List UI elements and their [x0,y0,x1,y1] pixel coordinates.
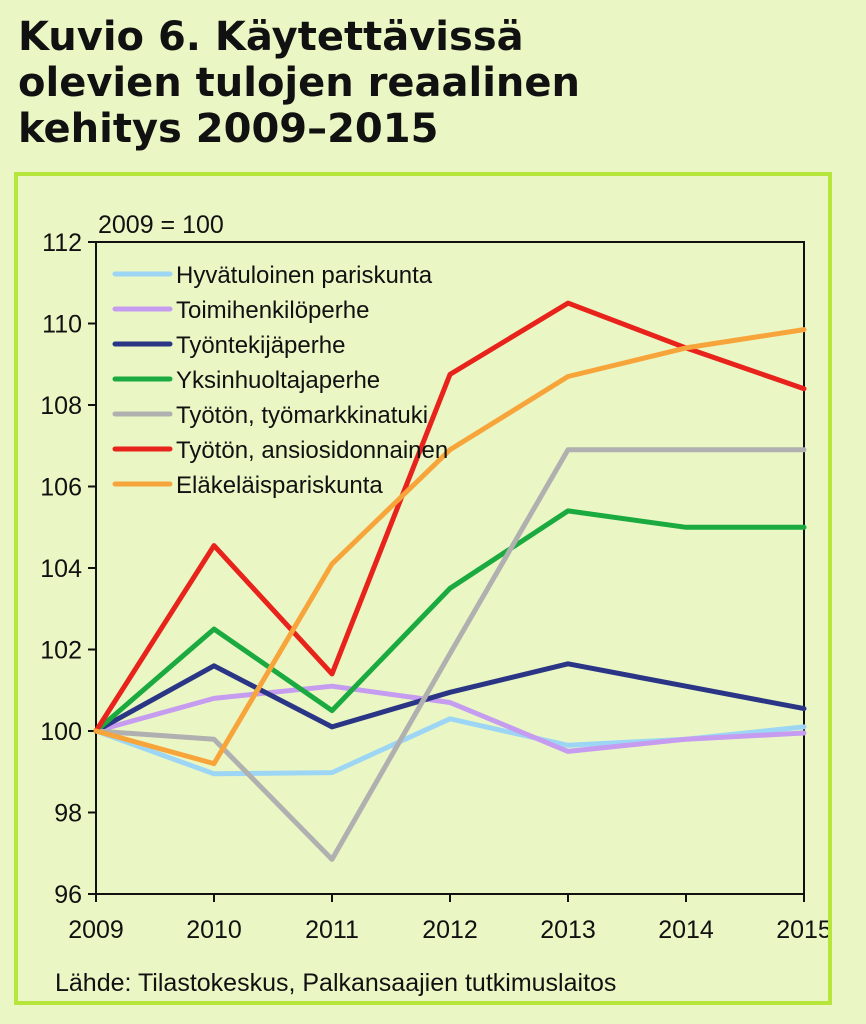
x-tick-label: 2012 [422,916,478,944]
legend-label: Työtön, työmarkkinatuki [176,402,428,429]
legend-label: Työtön, ansiosidonnainen [176,437,448,464]
legend-label: Toimihenkilöperhe [176,297,369,324]
x-tick-label: 2015 [776,916,828,944]
y-tick-label: 106 [40,474,82,502]
legend-label: Eläkeläispariskunta [176,472,383,499]
chart-title-line-3: kehitys 2009–2015 [18,106,439,152]
chart-panel: 96 98 100 102 104 106 108 110 112 2009 2010 2011 201… [14,172,832,1005]
series-line-7 [93,327,807,767]
series-line-4 [93,508,807,734]
series-line-3 [93,661,807,734]
legend-label: Hyvätuloinen pariskunta [176,262,433,289]
x-tick-label: 2011 [305,916,359,944]
x-tick-label: 2013 [540,916,596,944]
legend-label: Työntekijäperhe [176,332,345,359]
series-line-2 [93,683,807,754]
chart-title: Kuvio 6. Käytettävissä olevien tulojen r… [18,14,848,152]
chart-title-line-1: Kuvio 6. Käytettävissä [18,14,524,60]
y-tick-label: 100 [40,718,82,746]
source-note: Lähde: Tilastokeskus, Palkansaajien tutk… [55,969,616,997]
x-tick-label: 2009 [68,916,124,944]
y-tick-label: 102 [40,637,82,665]
x-tick-label: 2010 [186,916,242,944]
chart-title-line-2: olevien tulojen reaalinen [18,60,581,106]
x-tick-label: 2014 [658,916,714,944]
y-tick-label: 112 [42,229,82,257]
y-tick-label: 108 [40,392,82,420]
index-note: 2009 = 100 [98,211,224,239]
legend-label: Yksinhuoltajaperhe [176,367,380,394]
series-line-1 [93,716,807,777]
line-chart: 96 98 100 102 104 106 108 110 112 2009 2010 2011 201… [40,211,828,997]
y-tick-label: 98 [54,800,82,828]
y-tick-label: 110 [42,311,82,339]
series-line-5 [93,447,807,862]
y-tick-label: 96 [54,881,82,909]
y-tick-label: 104 [40,555,82,583]
